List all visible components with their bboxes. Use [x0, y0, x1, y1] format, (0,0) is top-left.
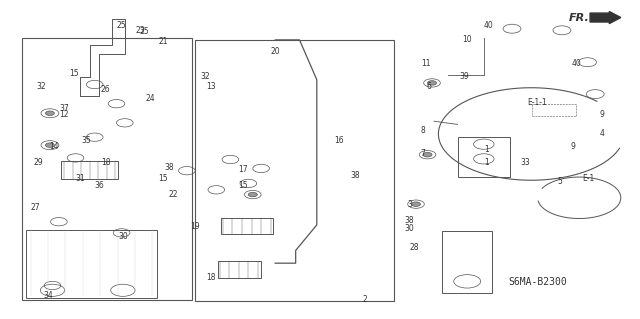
Text: 1: 1 — [484, 158, 489, 167]
Text: 9: 9 — [599, 110, 604, 119]
Text: 18: 18 — [101, 158, 110, 167]
Bar — [195, 40, 394, 301]
Bar — [22, 38, 192, 300]
Text: 24: 24 — [145, 94, 156, 103]
Text: E-1-1: E-1-1 — [528, 98, 547, 107]
Text: 19: 19 — [190, 222, 200, 231]
Text: 2: 2 — [362, 295, 367, 304]
Text: 39: 39 — [460, 72, 470, 81]
Text: 40: 40 — [571, 59, 581, 68]
Text: 25: 25 — [139, 27, 149, 36]
Text: 31: 31 — [75, 174, 85, 183]
Bar — [26, 230, 157, 298]
Text: 15: 15 — [238, 181, 248, 189]
Text: 18: 18 — [207, 273, 216, 282]
Text: 6: 6 — [426, 82, 431, 91]
Text: 35: 35 — [81, 136, 92, 145]
Bar — [442, 231, 492, 293]
Text: 22: 22 — [168, 190, 177, 199]
Text: 5: 5 — [557, 177, 563, 186]
Text: 34: 34 — [43, 291, 53, 300]
Text: 38: 38 — [350, 171, 360, 180]
Text: 25: 25 — [116, 21, 127, 30]
Text: 11: 11 — [421, 59, 430, 68]
Text: 21: 21 — [159, 37, 168, 46]
Text: 13: 13 — [206, 82, 216, 91]
Text: 16: 16 — [334, 136, 344, 145]
Text: S6MA-B2300: S6MA-B2300 — [509, 277, 568, 287]
Text: 27: 27 — [30, 203, 40, 212]
Circle shape — [45, 143, 54, 147]
Text: 23: 23 — [136, 26, 146, 35]
Bar — [532, 104, 576, 116]
Text: 4: 4 — [599, 130, 604, 138]
Text: 26: 26 — [100, 85, 111, 94]
Text: 14: 14 — [49, 142, 60, 151]
Bar — [458, 137, 510, 177]
Bar — [218, 261, 261, 278]
Text: 30: 30 — [118, 232, 129, 241]
Text: 28: 28 — [410, 243, 419, 252]
Text: 15: 15 — [68, 69, 79, 78]
Circle shape — [45, 111, 54, 115]
Text: 40: 40 — [484, 21, 494, 30]
Text: 8: 8 — [420, 126, 425, 135]
Text: 29: 29 — [33, 158, 44, 167]
Text: 9: 9 — [570, 142, 575, 151]
Text: 32: 32 — [36, 82, 47, 91]
Text: 36: 36 — [94, 181, 104, 189]
Text: 3: 3 — [407, 200, 412, 209]
Circle shape — [428, 81, 436, 85]
Text: 33: 33 — [520, 158, 530, 167]
Text: 15: 15 — [158, 174, 168, 183]
Bar — [221, 218, 273, 234]
Text: FR.: FR. — [568, 12, 589, 23]
Circle shape — [412, 202, 420, 206]
Text: 1: 1 — [484, 145, 489, 154]
Bar — [61, 161, 118, 179]
Text: 30: 30 — [404, 224, 415, 233]
Text: 20: 20 — [270, 47, 280, 56]
Circle shape — [423, 152, 432, 157]
Circle shape — [248, 192, 257, 197]
Text: 38: 38 — [404, 216, 415, 225]
Text: E-1: E-1 — [582, 174, 595, 183]
Text: 7: 7 — [420, 149, 425, 158]
FancyArrow shape — [590, 11, 621, 24]
Text: 10: 10 — [462, 35, 472, 44]
Text: 38: 38 — [164, 163, 175, 172]
Text: 37: 37 — [59, 104, 69, 113]
Text: 32: 32 — [200, 72, 210, 81]
Text: 12: 12 — [60, 110, 68, 119]
Text: 17: 17 — [238, 165, 248, 174]
